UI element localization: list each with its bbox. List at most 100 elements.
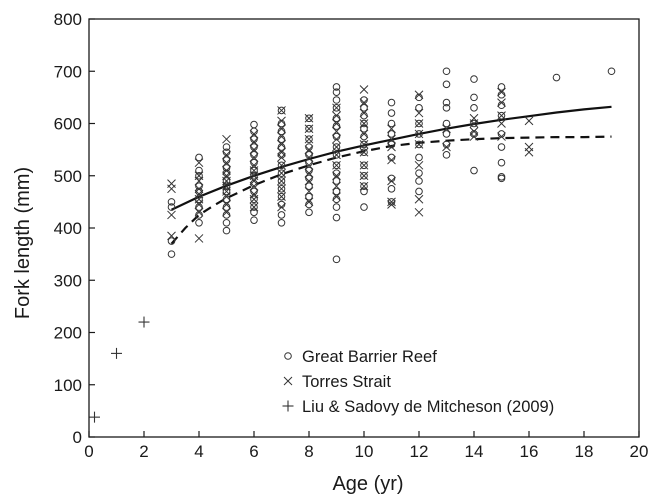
circle-point	[360, 104, 368, 112]
circle-point	[442, 104, 451, 112]
circle-point	[332, 255, 341, 264]
circle-point	[442, 119, 451, 128]
circle-point	[497, 111, 506, 120]
x-tick-label: 0	[84, 442, 93, 461]
x-point	[277, 124, 286, 134]
circle-point	[607, 67, 616, 76]
x-point	[167, 210, 176, 220]
x-point	[249, 202, 259, 212]
circle-point	[470, 119, 478, 128]
x-point	[414, 119, 424, 128]
legend-label: Torres Strait	[302, 373, 391, 391]
legend-marker-plus	[282, 400, 294, 412]
circle-point	[415, 130, 423, 138]
circle-point	[195, 166, 203, 175]
x-point	[414, 90, 424, 100]
circle-point	[415, 140, 423, 149]
legend-label: Great Barrier Reef	[302, 348, 437, 366]
x-point	[194, 207, 204, 217]
x-point	[497, 132, 506, 141]
circle-point	[442, 80, 451, 89]
x-tick-label: 4	[194, 442, 203, 461]
x-point	[359, 181, 369, 191]
circle-point	[497, 143, 506, 151]
x-point	[304, 168, 314, 178]
x-point	[332, 126, 341, 136]
x-point	[222, 158, 231, 168]
circle-point	[332, 83, 341, 91]
x-point	[414, 194, 424, 204]
x-tick-label: 18	[575, 442, 594, 461]
x-point	[414, 108, 424, 118]
circle-point	[415, 169, 423, 177]
x-point	[277, 176, 286, 186]
circle-point	[332, 161, 341, 170]
x-point	[304, 124, 314, 134]
x-point	[332, 171, 341, 181]
x-point	[332, 111, 341, 121]
circle-point	[332, 143, 341, 151]
circle-point	[332, 187, 341, 196]
circle-point	[360, 161, 368, 170]
x-point	[277, 160, 286, 170]
legend: Great Barrier Reef Torres Strait Liu & Sad…	[282, 348, 554, 416]
x-point	[167, 231, 176, 241]
x-point	[332, 192, 341, 202]
circle-point	[305, 208, 313, 217]
circle-point	[277, 192, 286, 201]
circle-point	[222, 218, 231, 227]
circle-point	[497, 158, 506, 167]
y-tick-label: 700	[54, 62, 82, 81]
x-point	[249, 137, 259, 147]
y-tick-label: 400	[54, 219, 82, 238]
x-point	[304, 187, 314, 196]
circle-point	[360, 119, 368, 128]
x-point	[442, 124, 451, 134]
legend-marker-x	[283, 376, 293, 386]
circle-point	[305, 114, 313, 123]
x-point	[387, 134, 396, 144]
circle-point	[415, 104, 423, 112]
x-point	[304, 160, 314, 170]
circle-point	[167, 237, 176, 245]
x-point	[249, 189, 259, 199]
circle-point	[470, 93, 478, 102]
x-point	[497, 98, 506, 107]
y-axis-title: Fork length (mm)	[12, 167, 34, 319]
x-point	[359, 119, 369, 128]
legend-label: Liu & Sadovy de Mitcheson (2009)	[302, 398, 554, 416]
x-point	[249, 153, 259, 162]
x-point	[277, 202, 286, 212]
circle-point	[250, 171, 258, 180]
x-point	[304, 145, 314, 154]
x-point	[222, 200, 231, 209]
circle-point	[360, 187, 368, 196]
y-tick-label: 300	[54, 271, 82, 290]
y-tick-label: 200	[54, 324, 82, 343]
circle-point	[250, 195, 258, 204]
circle-point	[332, 177, 341, 185]
x-point	[469, 126, 479, 136]
x-point	[304, 153, 314, 162]
x-point	[414, 129, 424, 139]
x-point	[304, 113, 314, 123]
circle-point	[277, 161, 286, 170]
circle-point	[167, 203, 176, 211]
circle-point	[387, 119, 396, 128]
circle-point	[415, 119, 423, 128]
circle-point	[415, 153, 423, 162]
circle-point	[360, 148, 368, 157]
circle-point	[497, 83, 506, 91]
x-tick-label: 2	[139, 442, 148, 461]
circle-point	[470, 75, 478, 83]
circle-point	[222, 177, 231, 185]
circle-point	[360, 171, 368, 180]
circle-point	[250, 203, 258, 211]
circle-point	[222, 226, 231, 235]
circle-point	[332, 213, 341, 222]
circle-point	[167, 250, 176, 258]
x-point	[277, 168, 286, 178]
circle-point	[167, 198, 176, 206]
x-point	[277, 147, 286, 157]
x-point	[359, 98, 369, 107]
